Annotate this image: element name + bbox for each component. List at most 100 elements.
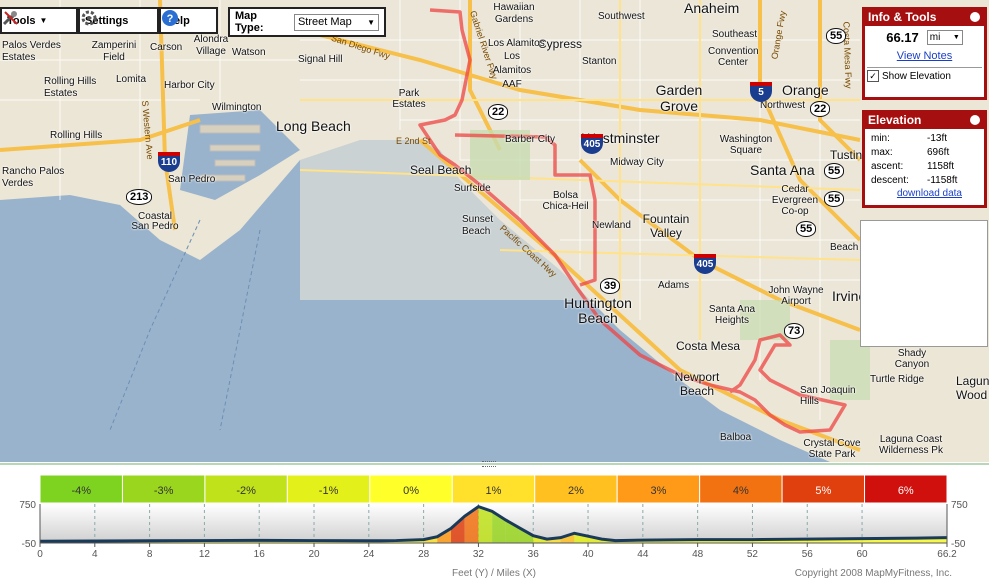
- y-tick-label: -50: [951, 539, 966, 550]
- elevation-header[interactable]: Elevation: [865, 113, 984, 129]
- pin-icon[interactable]: [970, 115, 980, 125]
- info-tools-header[interactable]: Info & Tools: [865, 10, 984, 26]
- panel-title: Info & Tools: [868, 10, 937, 24]
- city-label: Hawaiian Gardens: [493, 2, 535, 25]
- city-label: Coastal San Pedro: [131, 211, 179, 232]
- view-notes-link[interactable]: View Notes: [896, 50, 953, 62]
- city-label: Tustin: [830, 148, 863, 162]
- city-label: Laguna Coast Wilderness Pk: [879, 434, 943, 456]
- x-tick-label: 56: [802, 549, 814, 560]
- interstate-shield: 110: [158, 152, 180, 172]
- grade-label: 5%: [815, 485, 831, 497]
- city-label: San Pedro: [168, 174, 216, 185]
- elevation-value: -1158ft: [927, 175, 958, 186]
- map-type-select[interactable]: Street Map ▼: [293, 13, 379, 31]
- grade-swatch: [616, 474, 701, 504]
- map-type-control: Map Type: Street Map ▼: [228, 7, 386, 37]
- elevation-fill: [519, 527, 534, 543]
- city-label: Bolsa Chica-Heil: [542, 190, 589, 212]
- city-label: Santa Ana: [750, 162, 815, 178]
- grade-label: 4%: [733, 485, 749, 497]
- city-label: Park Estates: [392, 88, 426, 110]
- interstate-shield: 405: [694, 254, 716, 274]
- grade-label: -3%: [154, 485, 174, 497]
- help-button[interactable]: ? Help: [159, 7, 218, 34]
- grade-swatch: [39, 474, 123, 504]
- y-tick-label: 750: [951, 500, 968, 511]
- grade-swatch: [864, 474, 948, 504]
- x-tick-label: 66.2: [937, 549, 957, 560]
- pin-icon[interactable]: [970, 12, 980, 22]
- city-label: Zamperini Field: [91, 40, 137, 63]
- x-tick-label: 40: [582, 549, 594, 560]
- tools-icon: [2, 11, 18, 26]
- city-label: Barber City: [505, 134, 556, 145]
- city-label: Washington Square: [719, 134, 773, 156]
- x-tick-label: 4: [92, 549, 98, 560]
- city-label: Los Alamitos AAF: [492, 51, 532, 90]
- city-label: Garden Grove: [655, 82, 703, 114]
- axis-caption: Feet (Y) / Miles (X): [452, 568, 536, 579]
- map-graphic: [0, 0, 870, 462]
- grade-swatch: [451, 474, 536, 504]
- elevation-row: ascent: 1158ft: [865, 160, 984, 174]
- city-label: Newland: [592, 220, 631, 231]
- city-label: San Joaquin Hills: [800, 385, 856, 407]
- unit-select[interactable]: mi ▼: [926, 30, 963, 45]
- show-elevation-checkbox[interactable]: ✓: [867, 70, 879, 82]
- route-shield: 55: [796, 221, 817, 237]
- city-label: Cedar Evergreen Co-op: [771, 184, 819, 217]
- gear-icon: [81, 10, 97, 26]
- grade-label: -4%: [71, 485, 91, 497]
- x-tick-label: 32: [473, 549, 485, 560]
- grade-label: -1%: [319, 485, 339, 497]
- elevation-value: 696ft: [927, 147, 950, 158]
- city-label: Laguna Wood: [956, 374, 989, 402]
- city-label: Rolling Hills Estates: [44, 76, 97, 99]
- elevation-profile: -4% -3% -2% -1% 0% 1% 2% 3% 4% 5% 6% 0 4 8 12 16 20 24 28 3…: [0, 461, 989, 584]
- route-shield: 39: [600, 278, 621, 294]
- info-tools-panel: Info & Tools 66.17 mi ▼ View Notes ✓ Show…: [862, 7, 987, 100]
- show-elevation-label: Show Elevation: [882, 70, 951, 82]
- download-data-link[interactable]: download data: [896, 188, 962, 199]
- route-shield: 22: [488, 104, 509, 120]
- blank-panel: [860, 220, 988, 347]
- city-label: Carson: [150, 42, 183, 53]
- elevation-key: ascent:: [871, 161, 904, 172]
- grade-swatch: [699, 474, 783, 504]
- city-label: Northwest: [760, 100, 806, 111]
- city-label: Costa Mesa: [676, 339, 741, 353]
- x-tick-label: 60: [856, 549, 868, 560]
- x-tick-label: 12: [199, 549, 211, 560]
- x-tick-label: 36: [528, 549, 540, 560]
- elevation-key: min:: [871, 133, 890, 144]
- map-canvas[interactable]: Long Beach Seal Beach Surfside Sunset Be…: [0, 0, 989, 462]
- city-label: Huntington Beach: [564, 295, 632, 326]
- tools-button[interactable]: Tools ▼: [0, 7, 78, 34]
- route-shield: 213: [126, 189, 153, 205]
- elevation-key: descent:: [871, 175, 909, 186]
- elevation-value: -13ft: [927, 133, 948, 144]
- city-label: Adams: [658, 280, 690, 291]
- grade-swatch: [369, 474, 453, 504]
- grade-label: 3%: [650, 485, 666, 497]
- unit-value: mi: [929, 32, 941, 43]
- city-label: Wilmington: [212, 102, 262, 113]
- city-label: Los Alamitos: [488, 38, 545, 49]
- elevation-value: 1158ft: [927, 161, 955, 172]
- city-label: Palos Verdes Estates: [2, 40, 61, 63]
- city-label: Watson: [232, 47, 266, 58]
- interstate-shield: 405: [581, 134, 603, 154]
- city-label: Beach: [830, 242, 859, 253]
- x-tick-label: 0: [37, 549, 43, 560]
- settings-button[interactable]: Settings: [78, 7, 159, 34]
- svg-text:?: ?: [167, 13, 174, 25]
- city-label: Sunset Beach: [462, 214, 494, 237]
- city-label: Seal Beach: [410, 163, 472, 177]
- city-label: Fountain Valley: [642, 212, 690, 240]
- elevation-fill: [478, 506, 493, 543]
- x-tick-label: 48: [692, 549, 704, 560]
- road-label: E 2nd St: [396, 136, 431, 146]
- resize-handle[interactable]: [482, 461, 496, 467]
- city-label: Lomita: [116, 74, 147, 85]
